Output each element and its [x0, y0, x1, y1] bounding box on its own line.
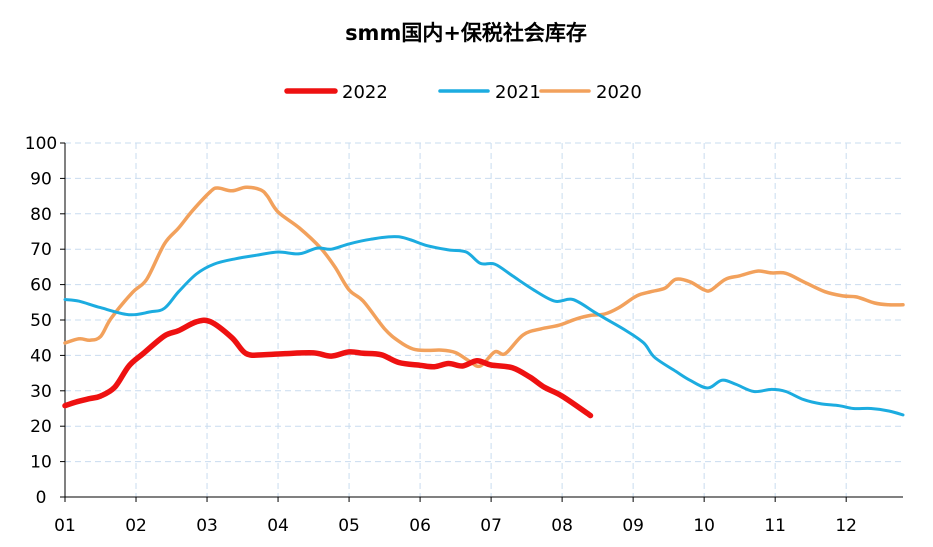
legend: 2022 2021 2020 — [284, 82, 642, 103]
y-tick-label: 80 — [30, 205, 52, 225]
y-tick-label: 40 — [30, 346, 52, 366]
legend-label-2020: 2020 — [596, 82, 642, 103]
y-tick-label: 100 — [25, 134, 57, 154]
x-tick-label: 03 — [196, 516, 218, 536]
y-tick-label: 20 — [30, 417, 52, 437]
y-tick-label: 10 — [30, 453, 52, 473]
series-line-2022 — [62, 317, 594, 419]
x-tick-label: 04 — [267, 516, 289, 536]
y-tick-label: 50 — [30, 311, 52, 331]
y-tick-label: 60 — [30, 276, 52, 296]
chart-title: smm国内+保税社会库存 — [345, 21, 587, 45]
series-line-2020 — [63, 185, 905, 369]
legend-label-2021: 2021 — [495, 82, 541, 103]
gridlines — [65, 142, 903, 497]
y-tick-label: 70 — [30, 240, 52, 260]
y-tick-label: 90 — [30, 169, 52, 189]
x-tick-label: 09 — [622, 516, 644, 536]
y-tick-label: 0 — [36, 488, 47, 508]
x-tick-label: 05 — [338, 516, 360, 536]
x-tick-label: 02 — [125, 516, 147, 536]
axes — [60, 142, 903, 502]
x-tick-label: 01 — [54, 516, 76, 536]
series-line-2021 — [63, 235, 905, 417]
x-tick-label: 12 — [835, 516, 857, 536]
x-tick-label: 11 — [764, 516, 786, 536]
y-tick-label: 30 — [30, 382, 52, 402]
x-tick-label: 10 — [693, 516, 715, 536]
x-tick-label: 07 — [480, 516, 502, 536]
y-tick-labels: 0 10 20 30 40 50 60 70 80 90 100 — [25, 134, 57, 508]
series-lines — [62, 185, 905, 419]
legend-label-2022: 2022 — [342, 82, 388, 103]
x-tick-label: 06 — [409, 516, 431, 536]
x-tick-label: 08 — [551, 516, 573, 536]
x-tick-labels: 01 02 03 04 05 06 07 08 09 10 11 12 — [54, 516, 857, 536]
